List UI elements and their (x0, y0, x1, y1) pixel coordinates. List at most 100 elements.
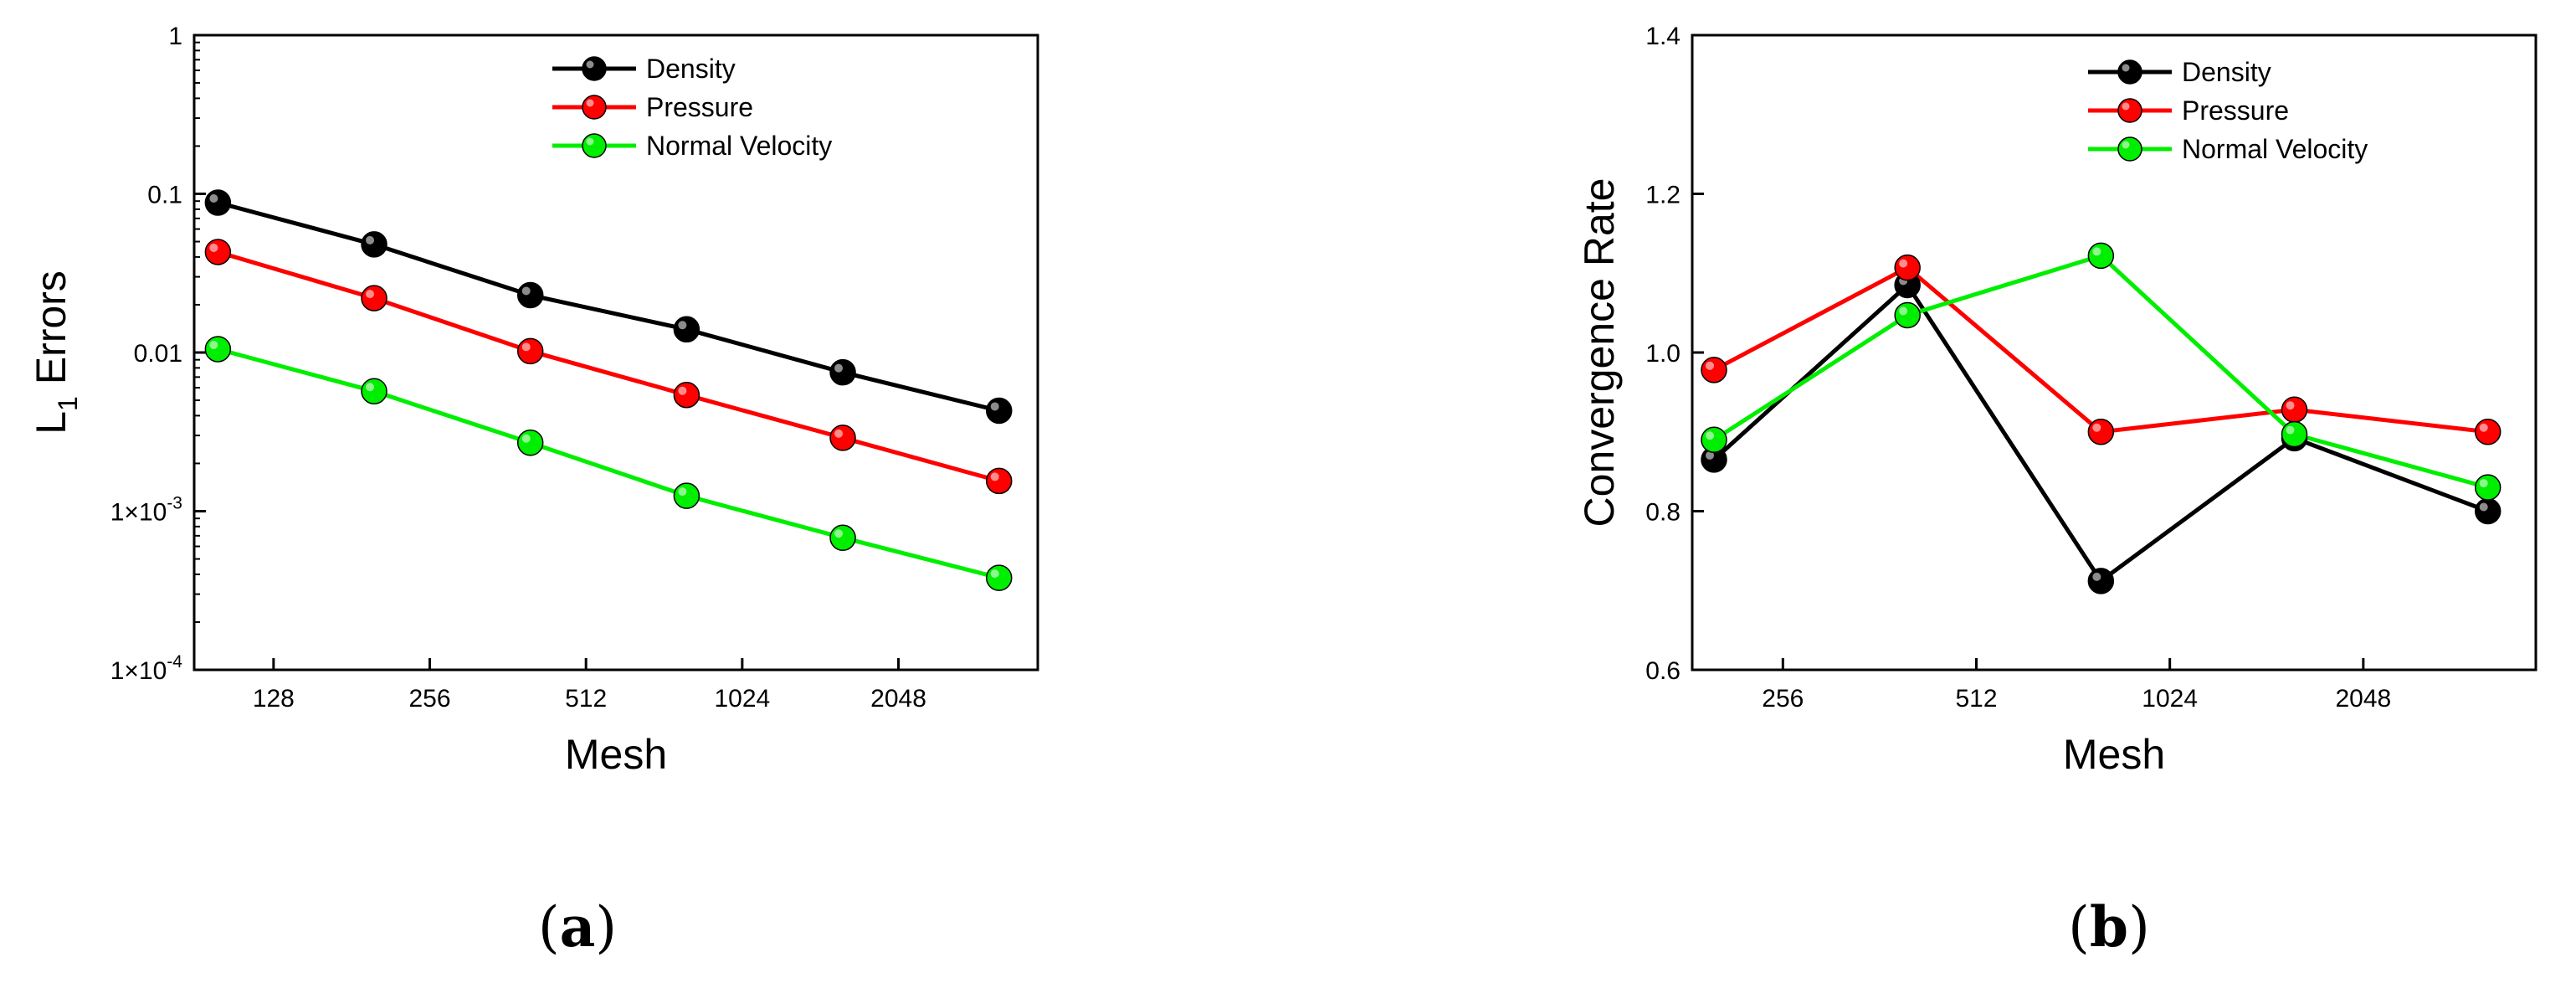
data-point-highlight (990, 569, 999, 579)
data-point (673, 316, 700, 343)
data-point-highlight (366, 383, 375, 392)
data-point (361, 231, 387, 258)
panel-label-open: ( (2068, 895, 2090, 960)
data-point (673, 381, 700, 409)
x-tick-label: 2048 (870, 685, 926, 713)
data-point-highlight (678, 487, 687, 497)
data-point-highlight (2479, 423, 2488, 432)
y-tick-label: 1.2 (1645, 182, 1681, 209)
data-point (1894, 254, 1921, 281)
panel-label-close: ) (595, 895, 617, 960)
y-tick-label: 1×10-4 (110, 652, 183, 685)
data-point (985, 564, 1013, 591)
data-point-highlight (1899, 259, 1908, 268)
x-tick-label: 2048 (2335, 685, 2391, 713)
data-point-highlight (990, 472, 999, 481)
legend-marker-highlight (586, 60, 594, 69)
data-point-highlight (2479, 502, 2488, 512)
y-tick-label: 0.6 (1645, 657, 1681, 685)
y-tick-label-base: 1×10 (110, 657, 167, 685)
data-point (829, 524, 856, 551)
y-axis-title: L1 Errors (28, 270, 83, 435)
data-point (829, 358, 856, 386)
x-tick-label: 512 (1955, 685, 1997, 713)
data-point (516, 430, 544, 456)
data-point (516, 281, 544, 309)
y-tick-label: 1 (168, 23, 182, 50)
data-point (985, 397, 1013, 425)
data-point (2474, 419, 2502, 445)
data-point-highlight (1706, 450, 1715, 460)
data-point-highlight (2092, 247, 2101, 256)
data-point (516, 337, 544, 365)
data-point (204, 239, 232, 265)
data-point-highlight (834, 363, 844, 373)
legend-label: Normal Velocity (2182, 134, 2368, 164)
x-axis-title: Mesh (2063, 731, 2165, 778)
legend-label: Normal Velocity (646, 131, 832, 161)
series-line-normal-velocity (1712, 253, 2489, 490)
series-line-density (217, 200, 1000, 413)
data-point-highlight (1706, 361, 1715, 370)
series-line-normal-velocity (217, 347, 1000, 580)
y-tick-label-base: 1×10 (110, 499, 167, 527)
x-axis-title: Mesh (565, 731, 667, 778)
legend-marker (2117, 136, 2142, 162)
data-point (204, 336, 232, 363)
y-axis-title: Convergence Rate (1576, 178, 1623, 528)
data-point-highlight (1706, 431, 1715, 440)
data-point (2087, 568, 2115, 594)
y-tick-label-exponent: -3 (167, 494, 182, 513)
data-point (1701, 426, 1727, 453)
y-tick-label: 1.0 (1645, 340, 1681, 368)
data-point-highlight (366, 290, 375, 299)
data-point-highlight (990, 402, 999, 411)
y-axis-title-main: Convergence Rate (1576, 178, 1623, 528)
data-point-highlight (2479, 479, 2488, 488)
series-line-pressure (217, 250, 1000, 483)
data-point-highlight (678, 321, 687, 330)
legend-marker (582, 133, 607, 158)
chart-panel-b: 256 512 1024 2048 0.6 0.8 1.0 1.2 1.4 Mesh Converg… (1576, 23, 2538, 960)
x-tick-label: 1024 (2142, 685, 2198, 713)
legend-marker-highlight (586, 137, 594, 146)
data-point-highlight (209, 340, 218, 349)
data-point-highlight (209, 194, 218, 203)
panel-label-close: ) (2128, 895, 2150, 960)
data-point-highlight (366, 235, 375, 244)
x-tick-label: 128 (253, 685, 295, 713)
data-point (673, 482, 700, 509)
y-tick-label: 1×10-3 (110, 494, 182, 527)
legend-label: Density (646, 54, 736, 84)
legend-marker (582, 56, 607, 81)
data-point (2474, 474, 2502, 501)
data-point (2281, 420, 2308, 448)
legend-label: Pressure (646, 92, 753, 122)
data-point (204, 189, 232, 216)
plot-frame (192, 33, 1039, 672)
y-tick-label: 0.1 (147, 182, 182, 209)
data-point (1894, 301, 1921, 329)
y-tick-label-exponent: -4 (167, 652, 182, 672)
data-point-highlight (521, 286, 531, 296)
data-point-highlight (2092, 572, 2101, 581)
legend-marker (2117, 98, 2142, 123)
data-point (2087, 242, 2115, 270)
data-point (1701, 357, 1727, 383)
data-point-highlight (2092, 423, 2101, 432)
data-point-highlight (1899, 306, 1908, 316)
panel-label-letter: b (2090, 894, 2128, 960)
plot-frame (1691, 33, 2538, 672)
x-tick-label: 1024 (714, 685, 770, 713)
panel-label: (a) (538, 894, 617, 960)
y-axis-title-suffix: Errors (28, 270, 74, 396)
data-point-highlight (2286, 425, 2295, 435)
y-tick-label: 1.4 (1645, 23, 1681, 50)
data-point (361, 285, 387, 311)
legend-label: Pressure (2182, 95, 2289, 126)
data-point-highlight (834, 429, 844, 438)
data-point-highlight (209, 243, 218, 252)
series-line-pressure (1712, 265, 2488, 435)
data-point (985, 467, 1013, 495)
